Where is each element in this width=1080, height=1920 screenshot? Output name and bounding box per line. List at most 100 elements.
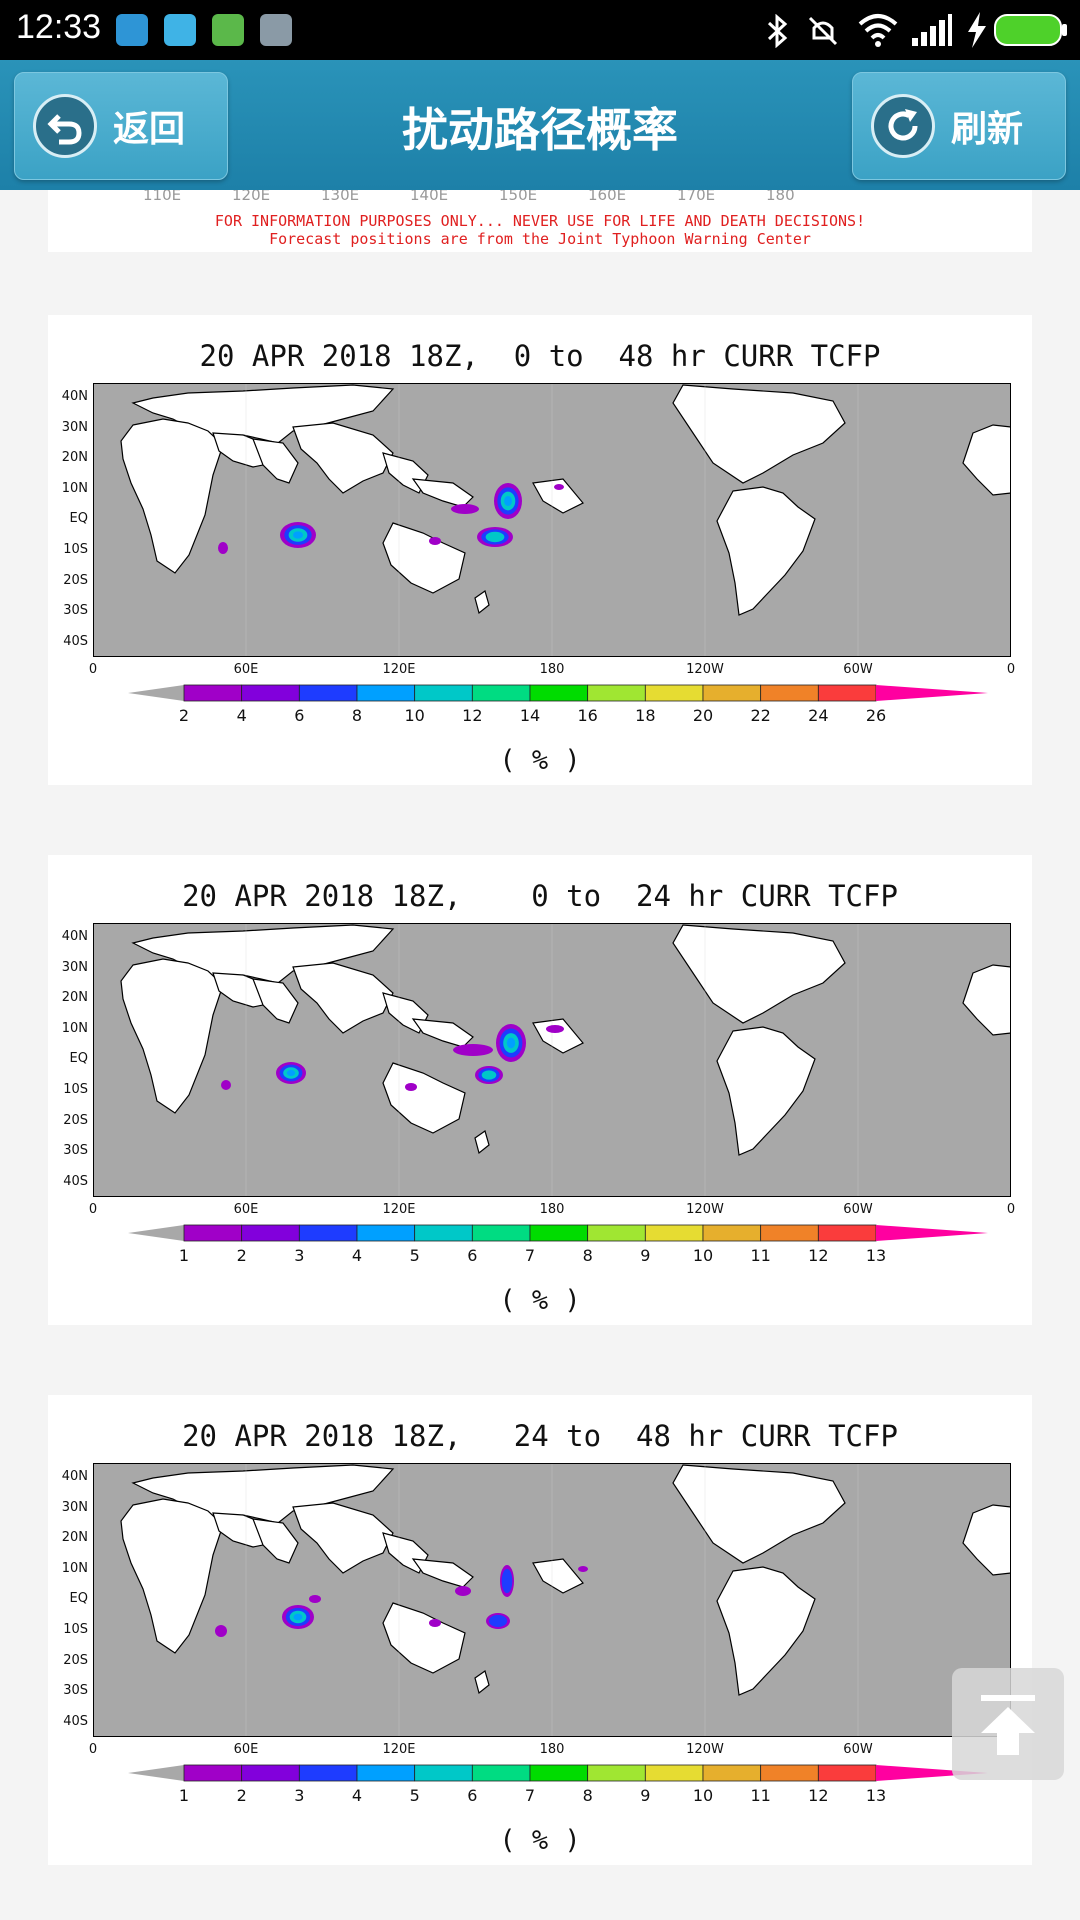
disclaimer-line: FOR INFORMATION PURPOSES ONLY... NEVER U… [214, 212, 866, 230]
colorbar-tick-label: 20 [693, 706, 713, 725]
lon-label: 60E [233, 1202, 259, 1217]
bluetooth-icon [767, 14, 788, 48]
colorbar-tick-label: 6 [294, 706, 304, 725]
lon-label: 60E [233, 662, 259, 677]
lon-label: 120E [232, 190, 271, 204]
colorbar-segment [471, 684, 531, 702]
colorbar-segment [529, 1224, 589, 1242]
colorbar-tick-label: 6 [467, 1246, 477, 1265]
page-title: 扰动路径概率 [402, 103, 678, 157]
colorbar-segment [298, 1224, 358, 1242]
colorbar-segment [760, 1764, 819, 1782]
lon-label: 0 [88, 1742, 98, 1757]
colorbar-tick-label: 8 [352, 706, 362, 725]
lat-label: 30S [63, 603, 88, 619]
android-app-icon [212, 14, 244, 46]
colorbar-tick-label: 1 [179, 1786, 189, 1805]
colorbar-unit: ( % ) [499, 1285, 581, 1316]
panel-title: 20 APR 2018 18Z, 24 to 48 hr CURR TCFP [182, 1419, 898, 1453]
colorbar-tick-label: 10 [404, 706, 424, 725]
mute-icon [808, 16, 838, 46]
colorbar-tick-label: 8 [583, 1786, 593, 1805]
colorbar-segment [414, 684, 473, 702]
back-arrow-icon [33, 94, 97, 158]
lat-label: 40S [63, 1173, 88, 1189]
probability-contour [506, 1037, 516, 1049]
lon-label: 180 [766, 190, 795, 204]
lat-label: 30S [63, 1683, 88, 1699]
lat-label: 10N [61, 1020, 88, 1036]
panel-title: 20 APR 2018 18Z, 0 to 48 hr CURR TCFP [199, 339, 881, 373]
status-time: 12:33 [16, 8, 102, 46]
lat-label: 10N [61, 1560, 88, 1576]
probability-contour [286, 1069, 296, 1077]
colorbar-segment [587, 1224, 646, 1242]
content-scroll[interactable]: 110E 120E 130E 140E 150E 160E 170E 180 F… [0, 190, 1080, 1920]
lat-label: 40N [61, 1469, 88, 1484]
colorbar-segment [183, 684, 243, 702]
lon-label: 120E [382, 662, 416, 677]
lat-label: 30N [61, 1499, 88, 1515]
colorbar-tick-label: 4 [237, 706, 247, 725]
refresh-button[interactable]: 刷新 [852, 72, 1066, 180]
colorbar-segment [587, 1764, 646, 1782]
colorbar-tick-label: 10 [693, 1786, 713, 1805]
colorbar-segment [702, 1224, 762, 1242]
lat-label: 10S [63, 542, 88, 557]
lon-label: 60W [843, 1742, 873, 1757]
colorbar-segment [471, 1764, 531, 1782]
lon-label: 120W [686, 1742, 724, 1757]
colorbar-over-triangle [876, 685, 988, 701]
back-button[interactable]: 返回 [14, 72, 228, 180]
lon-label: 120E [382, 1202, 416, 1217]
lon-label: 0 [1006, 662, 1016, 677]
scroll-to-top-icon [981, 1695, 1035, 1755]
colorbar-segment [644, 684, 704, 702]
status-bar: 12:33 [0, 0, 1080, 60]
colorbar-tick-label: 2 [179, 706, 189, 725]
lon-label: 0 [88, 662, 98, 677]
probability-contour [405, 1083, 417, 1091]
colorbar-tick-label: 13 [866, 1786, 886, 1805]
tcfp-panel-24-48hr: 20 APR 2018 18Z, 24 to 48 hr CURR TCFP 1… [48, 1395, 1032, 1865]
colorbar-tick-label: 1 [179, 1246, 189, 1265]
colorbar-segment [529, 1764, 589, 1782]
colorbar-tick-label: 2 [237, 1786, 247, 1805]
probability-contour [488, 1614, 508, 1628]
charging-icon [968, 12, 986, 48]
colorbar-tick-label: 7 [525, 1786, 535, 1805]
probability-map [93, 383, 1011, 657]
colorbar-tick-label: 9 [640, 1246, 650, 1265]
colorbar-tick-label: 24 [808, 706, 828, 725]
colorbar-tick-label: 9 [640, 1786, 650, 1805]
previous-chart-card: 110E 120E 130E 140E 150E 160E 170E 180 F… [48, 190, 1032, 252]
lon-label: 60W [843, 1202, 873, 1217]
probability-map [93, 1463, 1011, 1737]
wifi-icon [858, 14, 898, 47]
probability-contour [429, 537, 441, 545]
colorbar-tick-label: 6 [467, 1786, 477, 1805]
colorbar-segment [817, 1764, 877, 1782]
probability-contour [292, 531, 304, 539]
colorbar-segment [587, 684, 646, 702]
lon-label: 130E [321, 190, 360, 204]
lat-label: 20S [63, 572, 88, 588]
lon-label: 140E [410, 190, 449, 204]
lon-label: 180 [539, 662, 565, 677]
panel-title: 20 APR 2018 18Z, 0 to 24 hr CURR TCFP [182, 879, 898, 913]
colorbar-segment [183, 1224, 243, 1242]
colorbar-tick-label: 5 [410, 1246, 420, 1265]
colorbar-segment [356, 684, 416, 702]
colorbar: 1 2 3 4 5 6 7 8 9 10 11 12 13 [128, 1764, 988, 1805]
colorbar-tick-label: 12 [462, 706, 482, 725]
probability-contour [215, 1625, 227, 1637]
lon-label: 120W [686, 662, 724, 677]
colorbar-segment [414, 1764, 473, 1782]
scroll-to-top-button[interactable] [952, 1668, 1064, 1780]
colorbar-tick-label: 16 [577, 706, 597, 725]
refresh-icon [871, 94, 935, 158]
lat-label: 20N [61, 990, 88, 1006]
lon-label: 120E [382, 1742, 416, 1757]
